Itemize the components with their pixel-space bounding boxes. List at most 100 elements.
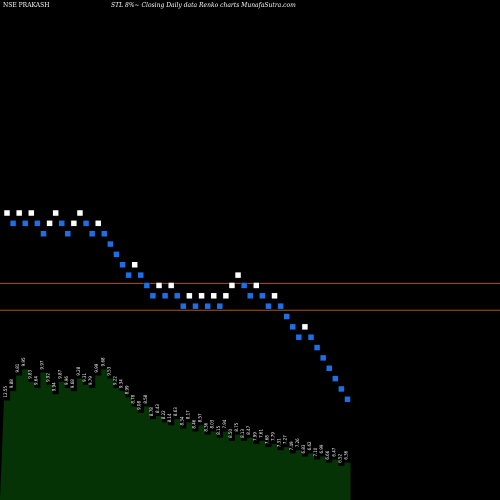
price-label: 8.58: [143, 394, 148, 403]
price-label: 8.03: [210, 419, 215, 428]
price-label: 9.94: [52, 382, 57, 391]
renko-brick-down: [113, 251, 120, 258]
renko-brick-down: [34, 220, 41, 227]
renko-brick-down: [137, 271, 145, 279]
renko-brick-up: [222, 292, 230, 300]
renko-brick-down: [173, 292, 181, 300]
renko-brick-down: [344, 396, 351, 403]
price-label: 6.52: [337, 453, 342, 462]
price-label: 8.43: [155, 404, 160, 413]
renko-brick-up: [70, 220, 78, 227]
price-label: 8.14: [167, 413, 172, 422]
renko-brick-down: [9, 220, 17, 227]
price-label: 7.68: [264, 435, 269, 444]
chart-header-symbol: NSE PRAKASH: [3, 2, 50, 9]
price-label: 8.13: [240, 429, 245, 438]
renko-brick-up: [186, 292, 193, 300]
price-label: 7.31: [277, 438, 282, 447]
renko-brick-down: [277, 302, 284, 310]
renko-bricks: [3, 209, 351, 403]
renko-brick-up: [94, 220, 102, 227]
price-label: 9.81: [15, 363, 20, 372]
price-label: 8.99: [125, 385, 130, 394]
price-label: 9.95: [21, 357, 26, 366]
renko-brick-down: [338, 385, 345, 393]
renko-brick-up: [155, 282, 163, 289]
price-label: 8.36: [204, 422, 209, 431]
price-label: 7.27: [283, 435, 288, 444]
renko-brick-down: [88, 230, 96, 237]
renko-brick-up: [210, 292, 217, 300]
reference-lines: [0, 282, 500, 311]
price-label: 9.31: [82, 373, 87, 382]
renko-brick-down: [21, 220, 29, 227]
price-label: 9.96: [64, 376, 69, 385]
price-label: 9.34: [119, 379, 124, 388]
price-label: 9.88: [9, 379, 14, 388]
price-label: 9.68: [70, 379, 75, 388]
renko-brick-up: [76, 209, 84, 217]
renko-brick-down: [313, 344, 321, 351]
price-label: 9.92: [46, 373, 51, 382]
renko-brick-down: [259, 292, 266, 300]
renko-brick-down: [119, 261, 126, 268]
renko-brick-down: [161, 292, 169, 300]
price-label: 6.47: [331, 447, 336, 456]
price-labels: 12.559.88 9.819.959.839.64 9.979.929.949.8…: [3, 357, 348, 463]
renko-brick-up: [271, 292, 278, 300]
price-label: 8.46: [191, 419, 196, 428]
renko-brick-down: [265, 302, 272, 310]
price-label: 6.66: [325, 450, 330, 459]
price-label: 8.63: [173, 407, 178, 416]
price-label: 8.57: [198, 413, 203, 422]
price-label: 7.79: [271, 432, 276, 441]
price-label: 7.99: [252, 432, 257, 441]
renko-brick-down: [307, 333, 315, 341]
renko-brick-up: [131, 261, 138, 268]
price-label: 8.17: [185, 410, 190, 419]
price-label: 6.62: [307, 441, 312, 450]
price-label: 7.49: [289, 441, 294, 450]
renko-brick-down: [143, 282, 151, 289]
volume-area: [0, 369, 351, 500]
renko-brick-down: [58, 220, 65, 227]
renko-brick-down: [192, 302, 199, 310]
volume-area-path: [0, 369, 351, 500]
price-label: 9.83: [27, 369, 32, 378]
price-label: 6.99: [319, 444, 324, 453]
renko-brick-up: [167, 282, 175, 289]
price-label: 9.99: [94, 363, 99, 372]
renko-brick-up: [15, 209, 23, 217]
price-label: 8.50: [228, 429, 233, 438]
renko-brick-down: [107, 240, 114, 248]
renko-brick-down: [101, 230, 108, 237]
price-label: 9.68: [100, 357, 105, 366]
renko-brick-down: [289, 323, 297, 331]
renko-brick-up: [253, 282, 260, 289]
price-label: 8.78: [149, 407, 154, 416]
renko-brick-up: [46, 220, 53, 227]
price-label: 6.83: [301, 444, 306, 453]
price-label: 9.64: [33, 376, 38, 385]
renko-brick-down: [216, 302, 224, 310]
renko-brick-down: [325, 365, 333, 372]
renko-brick-down: [240, 282, 248, 289]
renko-brick-down: [180, 302, 187, 310]
renko-brick-down: [332, 375, 339, 382]
price-label: 8.22: [161, 410, 166, 419]
renko-brick-down: [283, 313, 290, 320]
chart-header-title: STL 8%~ Closing Daily data Renko charts …: [111, 2, 296, 9]
renko-brick-down: [82, 220, 90, 227]
renko-brick-down: [204, 302, 211, 310]
price-label: 9.28: [76, 366, 81, 375]
price-label: 8.34: [179, 416, 184, 425]
price-label: 7.61: [258, 429, 263, 438]
renko-brick-down: [246, 292, 254, 300]
renko-brick-up: [52, 209, 59, 217]
price-label: 9.87: [58, 369, 63, 378]
renko-brick-up: [28, 209, 35, 217]
price-label: 6.36: [343, 450, 348, 459]
price-label: 9.22: [112, 376, 117, 385]
price-label: 9.53: [106, 366, 111, 375]
